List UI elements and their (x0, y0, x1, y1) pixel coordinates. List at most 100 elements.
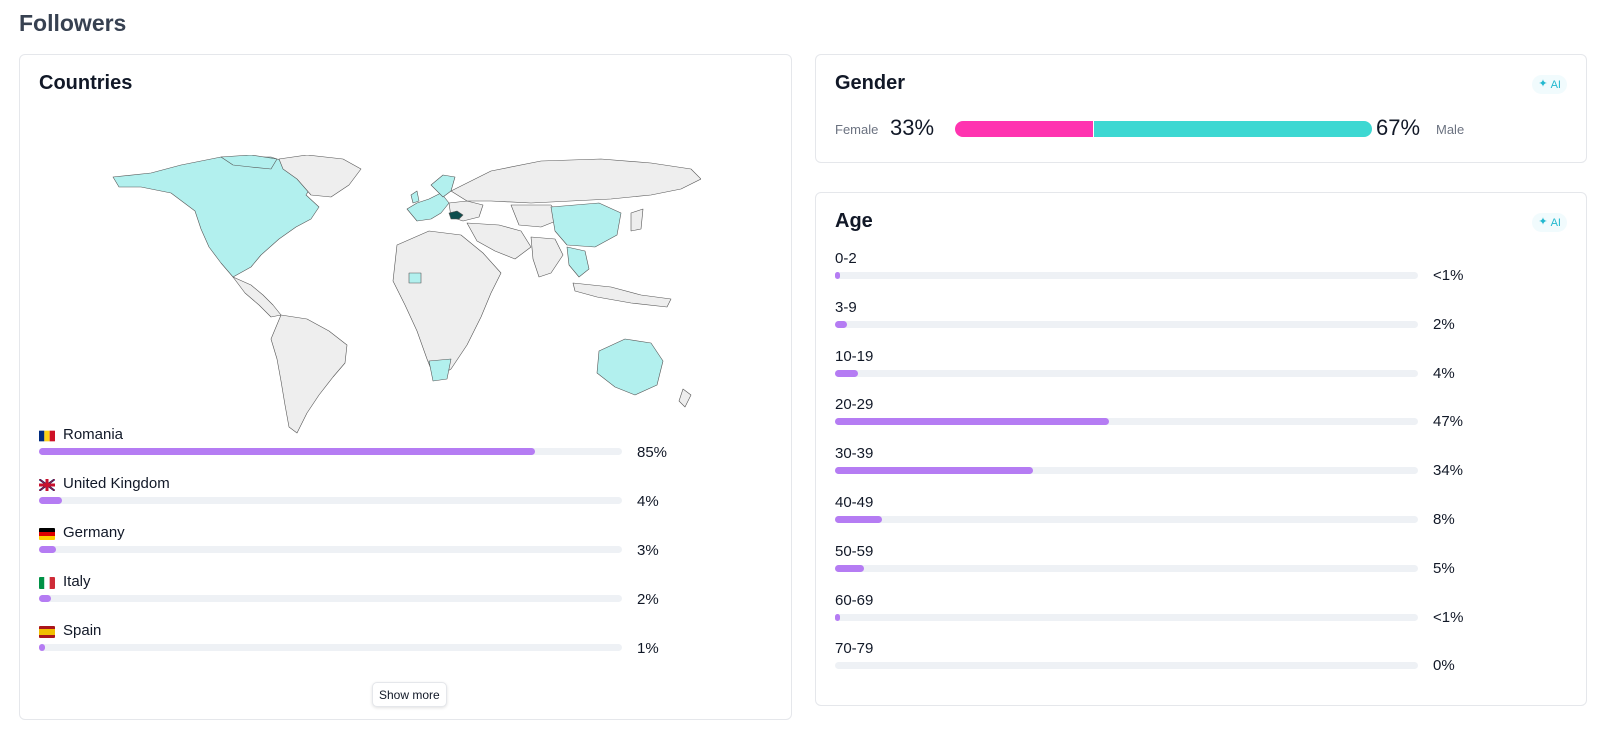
country-bar-track (39, 595, 622, 602)
age-percent: <1% (1433, 608, 1464, 626)
country-bar-fill (39, 497, 63, 504)
country-bar-track (39, 644, 622, 651)
map-south-africa (428, 358, 452, 382)
countries-title: Countries (39, 72, 133, 94)
country-row: United Kingdom 4% (39, 475, 679, 515)
age-bar-track (835, 418, 1418, 426)
age-bar-fill (835, 272, 840, 279)
age-bar-fill (835, 613, 840, 621)
map-se-asia (566, 246, 590, 278)
age-range-label: 60-69 (835, 591, 874, 609)
sparkle-icon: ✦ (1538, 78, 1548, 90)
age-row: 50-59 5% (835, 543, 1555, 583)
map-australia (596, 338, 664, 396)
country-name: Spain (63, 622, 102, 639)
female-segment (955, 121, 1093, 137)
female-label: Female (835, 122, 879, 137)
age-bar-track (835, 320, 1418, 328)
romania-flag-icon (39, 430, 55, 442)
map-central-america (232, 276, 282, 318)
age-row: 20-29 47% (835, 396, 1555, 436)
age-range-label: 3-9 (835, 298, 857, 316)
age-bar-fill (835, 564, 865, 572)
age-percent: 8% (1433, 511, 1455, 528)
country-bar-track (39, 497, 622, 504)
age-card: Age ✦ AI 0-2 <1% 3-9 2% 10-19 4% 20-29 47% 30-39… (815, 192, 1587, 706)
germany-flag-icon (39, 528, 55, 540)
map-scandinavia (430, 174, 456, 198)
age-bar-track (835, 613, 1418, 621)
gender-card: Gender ✦ AI Female 33% 67% Male (815, 54, 1587, 163)
age-percent: <1% (1433, 267, 1464, 284)
country-percent: 1% (637, 640, 659, 657)
map-uk (410, 190, 420, 204)
age-bar-track (835, 516, 1418, 523)
map-north-america (112, 156, 320, 278)
world-map[interactable] (111, 155, 701, 445)
age-bar-fill (835, 320, 847, 328)
age-range-label: 50-59 (835, 542, 874, 560)
age-bar-fill (835, 369, 859, 377)
age-bar-fill (835, 516, 882, 523)
age-title: Age (835, 210, 873, 232)
age-row: 60-69 <1% (835, 592, 1555, 632)
age-row: 40-49 8% (835, 494, 1555, 534)
age-bar-track (835, 662, 1418, 670)
age-row: 70-79 0% (835, 640, 1555, 680)
ai-badge[interactable]: ✦ AI (1532, 213, 1567, 232)
female-percent: 33% (890, 115, 935, 140)
gender-bar (955, 121, 1372, 137)
country-name: Italy (63, 573, 91, 590)
country-name: Romania (63, 426, 124, 443)
age-bar-track (835, 467, 1418, 475)
age-bar-fill (835, 418, 1109, 426)
map-africa (392, 230, 502, 380)
map-canada-arctic (220, 155, 278, 170)
age-range-label: 20-29 (835, 396, 874, 414)
map-central-asia (510, 204, 562, 228)
map-nigeria (408, 272, 422, 284)
male-segment (1092, 121, 1372, 137)
country-row: Italy 2% (39, 573, 679, 613)
age-bar-track (835, 369, 1418, 377)
gender-title: Gender (835, 72, 906, 94)
map-indonesia (572, 282, 672, 308)
ai-badge-label: AI (1550, 216, 1561, 229)
map-greenland (278, 155, 362, 198)
country-bar-fill (39, 595, 51, 602)
age-percent: 34% (1433, 462, 1464, 480)
map-china (550, 202, 622, 248)
ai-badge[interactable]: ✦ AI (1532, 75, 1567, 94)
united-kingdom-flag-icon (39, 479, 55, 491)
age-bar-track (835, 272, 1418, 279)
age-percent: 4% (1433, 364, 1455, 382)
age-range-label: 70-79 (835, 640, 874, 658)
map-india (530, 236, 564, 278)
age-range-label: 0-2 (835, 250, 857, 267)
male-percent: 67% (1376, 115, 1421, 140)
age-bar-fill (835, 467, 1034, 475)
country-name: United Kingdom (63, 475, 170, 492)
map-middle-east (466, 222, 532, 260)
show-more-button[interactable]: Show more (372, 682, 447, 707)
country-bar-track (39, 448, 622, 455)
age-row: 0-2 <1% (835, 250, 1555, 290)
age-range-label: 30-39 (835, 445, 874, 463)
country-bar-fill (39, 448, 535, 455)
country-row: Romania 85% (39, 426, 679, 466)
age-row: 3-9 2% (835, 299, 1555, 339)
map-romania (448, 210, 464, 220)
age-row: 30-39 34% (835, 445, 1555, 485)
male-label: Male (1436, 122, 1465, 137)
country-bar-track (39, 546, 622, 553)
age-range-label: 10-19 (835, 347, 874, 365)
page-title: Followers (19, 10, 127, 36)
age-percent: 0% (1433, 657, 1455, 675)
ai-badge-label: AI (1550, 78, 1561, 91)
age-percent: 5% (1433, 559, 1455, 577)
country-row: Germany 3% (39, 524, 679, 564)
country-percent: 2% (637, 591, 659, 608)
country-bar-fill (39, 546, 57, 553)
country-percent: 4% (637, 493, 659, 510)
map-south-america (270, 314, 348, 434)
